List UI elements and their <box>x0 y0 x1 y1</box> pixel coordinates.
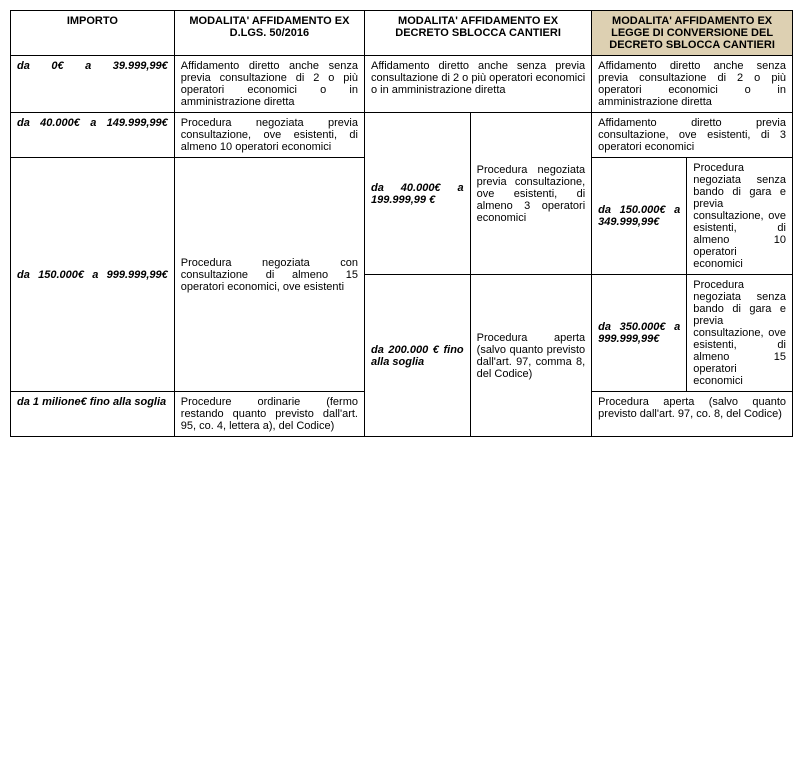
sblocca-text-cell: Procedura aperta (salvo quanto previsto … <box>470 275 592 437</box>
affidamento-table: IMPORTO MODALITA' AFFIDAMENTO EX D.LGS. … <box>10 10 793 437</box>
legge-cell: Affidamento diretto anche senza previa c… <box>592 56 793 113</box>
legge-cell: Affidamento diretto previa consultazione… <box>592 113 793 158</box>
importo-cell: da 1 milione€ fino alla soglia <box>11 392 175 437</box>
table-row: da 40.000€ a 149.999,99€ Procedura negoz… <box>11 113 793 158</box>
header-sblocca: MODALITA' AFFIDAMENTO EX DECRETO SBLOCCA… <box>364 11 591 56</box>
importo-cell: da 150.000€ a 999.999,99€ <box>11 158 175 392</box>
legge-text-cell: Procedura negoziata senza bando di gara … <box>687 275 793 392</box>
dlgs-cell: Procedure ordinarie (fermo restando quan… <box>174 392 364 437</box>
legge-range-cell: da 150.000€ a 349.999,99€ <box>592 158 687 275</box>
table-row: da 0€ a 39.999,99€ Affidamento diretto a… <box>11 56 793 113</box>
importo-cell: da 40.000€ a 149.999,99€ <box>11 113 175 158</box>
header-legge: MODALITA' AFFIDAMENTO EX LEGGE DI CONVER… <box>592 11 793 56</box>
importo-cell: da 0€ a 39.999,99€ <box>11 56 175 113</box>
header-dlgs: MODALITA' AFFIDAMENTO EX D.LGS. 50/2016 <box>174 11 364 56</box>
sblocca-cell: Affidamento diretto anche senza previa c… <box>364 56 591 113</box>
sblocca-range-cell: da 200.000 € fino alla soglia <box>364 275 470 437</box>
dlgs-cell: Affidamento diretto anche senza previa c… <box>174 56 364 113</box>
legge-range-cell: da 350.000€ a 999.999,99€ <box>592 275 687 392</box>
sblocca-range-cell: da 40.000€ a 199.999,99 € <box>364 113 470 275</box>
legge-cell: Procedura aperta (salvo quanto previsto … <box>592 392 793 437</box>
dlgs-cell: Procedura negoziata con consultazione di… <box>174 158 364 392</box>
sblocca-text-cell: Procedura negoziata previa consultazione… <box>470 113 592 275</box>
header-importo: IMPORTO <box>11 11 175 56</box>
legge-text-cell: Procedura negoziata senza bando di gara … <box>687 158 793 275</box>
dlgs-cell: Procedura negoziata previa consultazione… <box>174 113 364 158</box>
